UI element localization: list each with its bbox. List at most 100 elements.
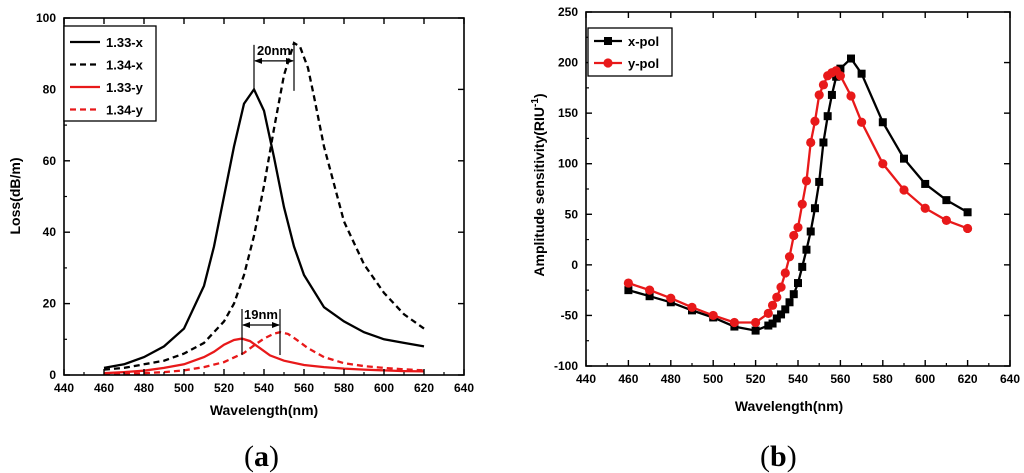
data-point-y-pol [846,91,856,101]
data-point-y-pol [963,223,973,234]
data-point-x-pol [781,305,790,314]
arrow-head-left [242,322,250,329]
x-tick-label: 440 [54,381,74,395]
data-point-y-pol [801,176,812,186]
data-point-x-pol [772,314,781,323]
data-point-x-pol [878,118,887,127]
data-point-x-pol [815,177,824,186]
legend-marker [603,58,613,68]
data-point-y-pol [751,317,761,328]
data-point-x-pol [810,204,819,213]
data-point-x-pol [942,196,951,205]
data-point-x-pol [847,54,855,63]
data-point-x-pol [827,90,836,99]
data-point-x-pol [836,64,845,73]
y-tick-label: 100 [36,11,56,25]
y-tick-label: -50 [561,308,579,322]
x-tick-label: 500 [703,372,723,386]
x-tick-label: 580 [873,372,893,386]
data-point-y-pol [780,268,790,278]
x-tick-label: 560 [294,381,314,395]
x-tick-label: 520 [214,381,234,395]
arrow-head-right [272,322,280,329]
data-point-y-pol [899,185,909,195]
data-point-y-pol [687,302,697,312]
y-tick-label: 100 [558,157,578,171]
legend-label: x-pol [628,34,659,49]
legend-label: 1.34-x [106,58,144,73]
data-point-x-pol [777,310,786,319]
data-point-x-pol [624,286,633,295]
data-point-y-pol [789,230,799,241]
caption-close-paren: ) [787,440,797,473]
series-line-1.34-x [103,41,425,371]
annotation-label: 19nm [244,307,278,322]
data-point-x-pol [921,179,930,188]
data-point-y-pol [857,117,867,127]
data-point-y-pol [708,310,718,321]
data-point-x-pol [857,69,866,78]
data-point-x-pol [794,279,802,288]
data-point-y-pol [941,215,952,225]
x-tick-label: 440 [576,372,596,386]
data-point-x-pol [819,138,828,147]
x-tick-label: 480 [661,372,681,386]
series-line-x-pol [628,56,969,332]
panel-a-annotations: 20nm 19nm [241,43,295,356]
legend-marker [604,37,612,45]
data-point-x-pol [764,321,773,330]
data-point-y-pol [772,292,782,302]
caption-close-paren: ) [269,440,279,473]
panel-b: 440 460 480 500 520 540 560 580 600 620 640-100-50… [530,5,1020,473]
data-point-y-pol [767,300,778,310]
legend-label: 1.33-x [106,35,144,50]
panel-a-xlabel: Wavelength(nm) [210,402,318,418]
y-tick-label: -100 [554,359,578,373]
panel-b-ylabel: Amplitude sensitivity(RIU-1) [530,93,547,276]
panel-b-xlabel: Wavelength(nm) [735,398,843,414]
data-point-x-pol [798,262,807,271]
x-tick-label: 480 [134,381,154,395]
x-tick-label: 620 [414,381,434,395]
y-tick-label: 40 [43,225,57,239]
caption-open-paren: ( [760,440,770,473]
data-point-y-pol [645,285,655,295]
data-point-x-pol [900,154,908,163]
y-tick-label: 60 [43,154,57,168]
x-tick-label: 640 [1000,372,1020,386]
annotation-label: 20nm [257,43,291,58]
data-point-y-pol [920,203,930,213]
panel-b-ylabel-text: Amplitude sensitivity(RIU [531,107,547,277]
data-point-x-pol [802,245,811,254]
panel-b-ylabel-superscript: -1 [530,98,541,107]
series-line-1.33-y [103,337,425,375]
x-tick-label: 460 [94,381,114,395]
data-point-x-pol [823,112,832,121]
panel-a: 440 460 480 500 520 540 560 580 600 620 640 0 20 40 60… [7,11,474,473]
x-tick-label: 600 [374,381,394,395]
panel-b-legend-box [587,27,673,77]
data-point-x-pol [768,319,777,328]
data-point-y-pol [729,317,740,328]
panel-a-plot-area [103,41,425,376]
series-line-1.34-y [103,331,425,376]
arrow-head-left [254,57,262,64]
panel-b-legend: x-pol y-pol [587,27,673,77]
panel-a-legend: 1.33-x 1.34-x 1.33-y 1.34-y [63,25,157,122]
data-point-y-pol [623,278,634,288]
x-tick-label: 500 [174,381,194,395]
data-point-x-pol [963,208,972,217]
data-point-y-pol [818,80,829,90]
data-point-x-pol [789,290,798,299]
x-tick-label: 600 [915,372,935,386]
data-point-y-pol [810,116,820,126]
x-tick-label: 640 [454,381,474,395]
data-point-y-pol [835,71,846,81]
y-tick-label: 50 [565,207,579,221]
x-tick-label: 540 [788,372,808,386]
x-tick-label: 520 [746,372,766,386]
y-tick-label: 0 [571,258,578,272]
panel-a-ylabel: Loss(dB/m) [7,158,23,235]
data-point-y-pol [666,293,676,303]
panel-b-caption: (b) [760,440,797,473]
